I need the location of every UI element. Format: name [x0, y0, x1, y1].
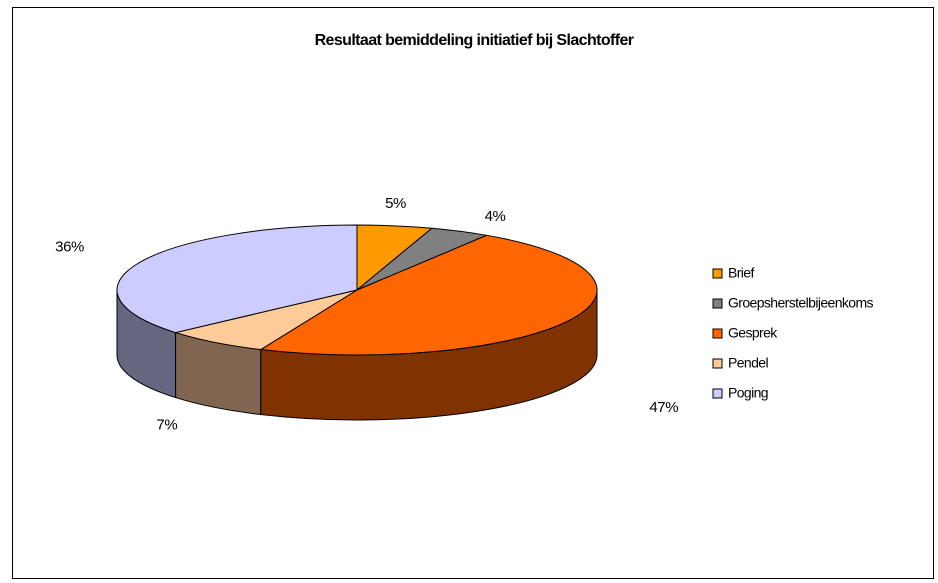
data-label-groepsherstelbijeenkoms: 4%: [485, 208, 506, 225]
chart-title: Resultaat bemiddeling initiatief bij Sla…: [314, 32, 634, 49]
data-label-pendel: 7%: [156, 416, 177, 433]
legend-swatch-poging: [712, 388, 723, 399]
legend-swatch-brief: [712, 268, 723, 279]
pie-chart: 5% 4% 47% 7% 36% Brief Groepsherstelbijeenkom…: [55, 195, 874, 434]
slice-poging: [116, 224, 358, 334]
data-label-brief: 5%: [385, 195, 406, 212]
legend-label-gesprek: Gesprek: [728, 325, 778, 341]
legend-label-brief: Brief: [728, 265, 754, 281]
data-label-poging: 36%: [55, 238, 84, 255]
slice-gesprek: [259, 234, 598, 356]
legend-swatch-gesprek: [712, 328, 723, 339]
legend-label-poging: Poging: [728, 385, 768, 401]
legend-label-pendel: Pendel: [728, 355, 768, 371]
legend-swatch-pendel: [712, 358, 723, 369]
legend-swatch-groepsherstelbijeenkoms: [712, 298, 723, 309]
data-label-gesprek: 47%: [649, 399, 678, 416]
chart-frame: Resultaat bemiddeling initiatief bij Sla…: [12, 7, 934, 579]
legend-label-groepsherstelbijeenkoms: Groepsherstelbijeenkoms: [728, 295, 874, 311]
slice-pendel: [173, 289, 358, 351]
